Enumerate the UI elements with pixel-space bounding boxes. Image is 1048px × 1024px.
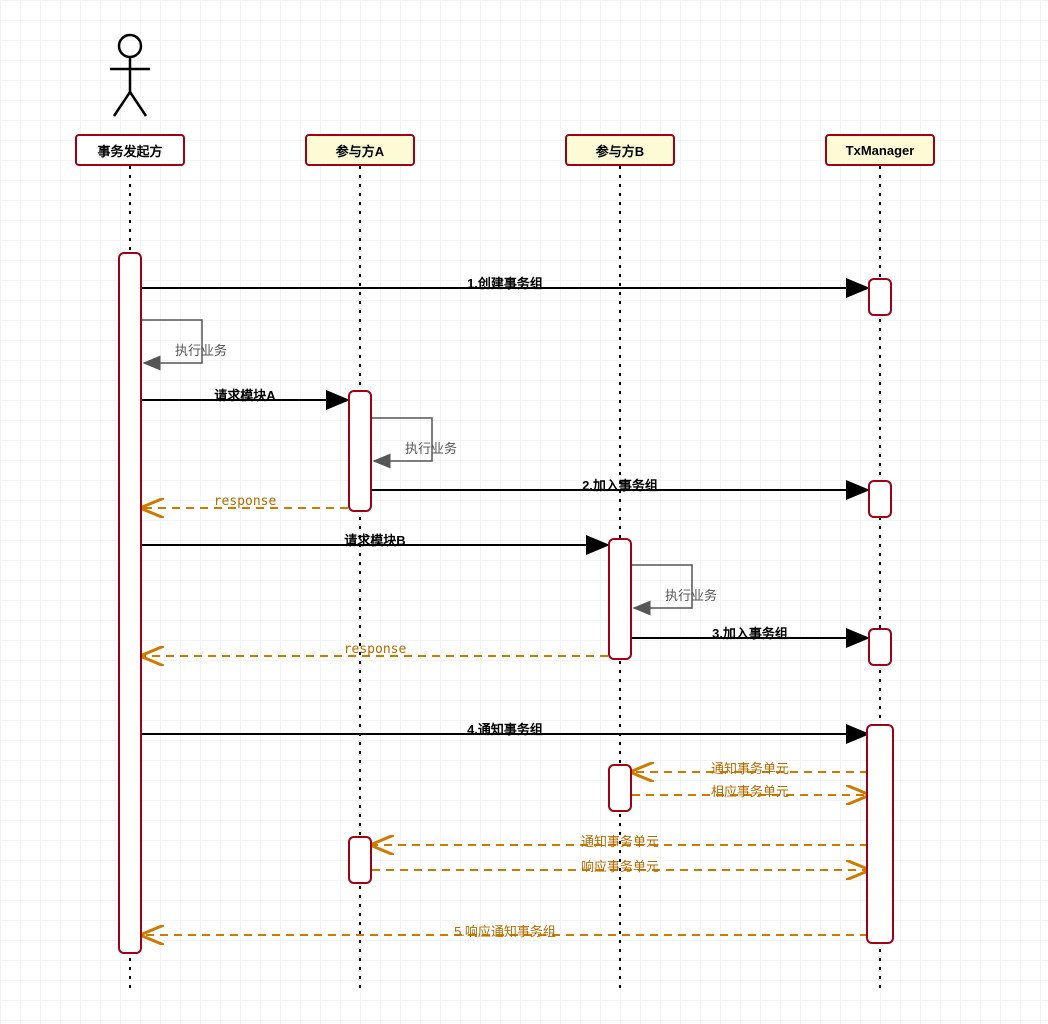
message-label: response <box>214 494 277 509</box>
participant-partB: 参与方B <box>565 134 675 166</box>
message-label: 4.通知事务组 <box>467 719 543 738</box>
participant-txm: TxManager <box>825 134 935 166</box>
participant-initiator: 事务发起方 <box>75 134 185 166</box>
activation-partA <box>348 390 372 512</box>
sequence-diagram: 事务发起方参与方A参与方BTxManager1.创建事务组执行业务请求模块A执行… <box>0 0 1048 1024</box>
self-message-label: 执行业务 <box>665 585 717 604</box>
message-label: 请求模块A <box>214 385 275 404</box>
message-label: 响应事务单元 <box>581 856 659 875</box>
participant-partA: 参与方A <box>305 134 415 166</box>
message-label: 3.加入事务组 <box>712 623 788 642</box>
activation-partA <box>348 836 372 884</box>
self-message-label: 执行业务 <box>175 340 227 359</box>
message-label: 通知事务单元 <box>711 758 789 777</box>
self-message-label: 执行业务 <box>405 438 457 457</box>
activation-initiator <box>118 252 142 954</box>
activation-partB <box>608 764 632 812</box>
activation-txm <box>868 278 892 316</box>
activation-txm <box>868 480 892 518</box>
activation-txm <box>868 628 892 666</box>
activation-txm <box>866 724 894 944</box>
message-label: 相应事务单元 <box>711 781 789 800</box>
message-label: 请求模块B <box>344 530 405 549</box>
activation-partB <box>608 538 632 660</box>
message-label: 5.响应通知事务组 <box>454 921 556 940</box>
message-label: 1.创建事务组 <box>467 273 543 292</box>
message-label: response <box>344 642 407 657</box>
message-label: 2.加入事务组 <box>582 475 658 494</box>
message-label: 通知事务单元 <box>581 831 659 850</box>
